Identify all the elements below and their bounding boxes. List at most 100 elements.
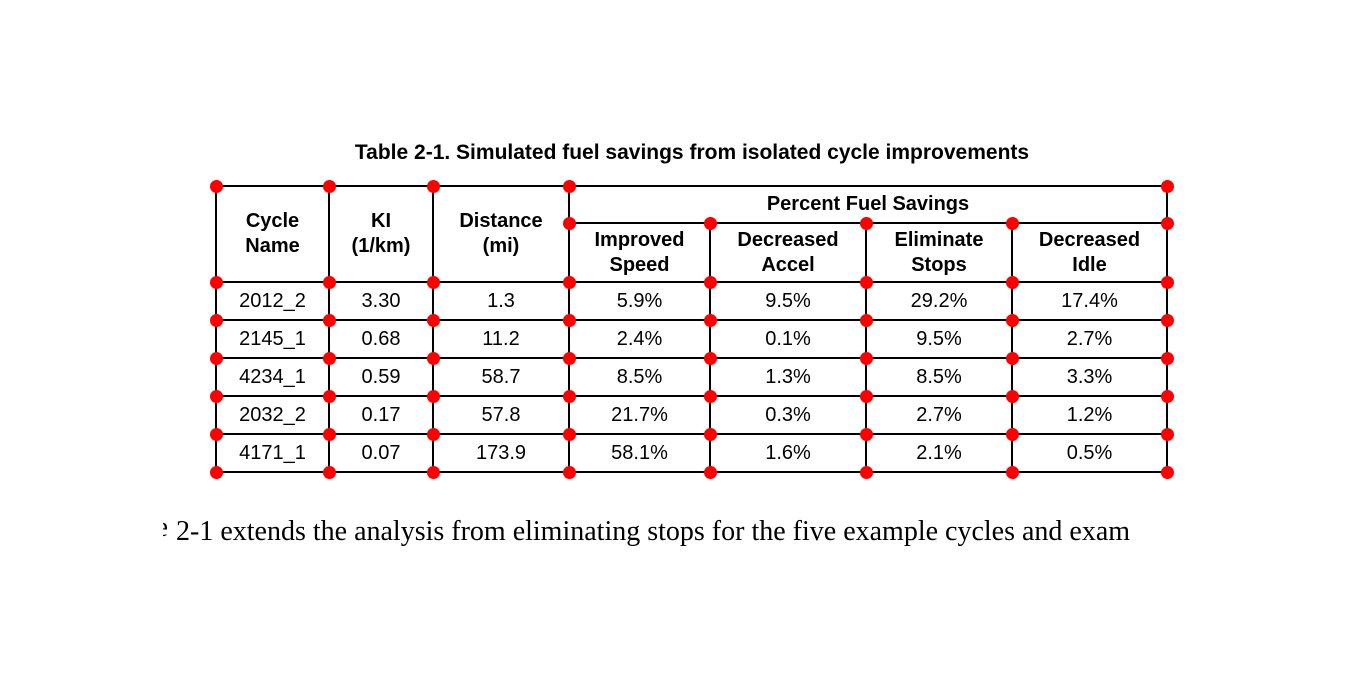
col-header-eliminate-stops: Eliminate Stops: [865, 222, 1013, 283]
col-header-improved-speed: Improved Speed: [568, 222, 711, 283]
grid-intersection-marker: [1160, 427, 1174, 441]
grid-intersection-marker: [562, 389, 576, 403]
table-row: 2145_1 0.68 11.2 2.4% 0.1% 9.5% 2.7%: [215, 319, 1168, 359]
grid-intersection-marker: [322, 179, 336, 193]
table-cell: 8.5%: [568, 357, 711, 397]
grid-intersection-marker: [1160, 275, 1174, 289]
grid-intersection-marker: [209, 465, 223, 479]
table-cell: 4234_1: [215, 357, 330, 397]
table-cell: 0.3%: [709, 395, 867, 435]
table-cell: 8.5%: [865, 357, 1013, 397]
col-header-distance: Distance (mi): [432, 185, 570, 283]
table-cell: 29.2%: [865, 281, 1013, 321]
table-cell: 9.5%: [865, 319, 1013, 359]
grid-intersection-marker: [703, 465, 717, 479]
grid-intersection-marker: [703, 351, 717, 365]
grid-intersection-marker: [703, 389, 717, 403]
grid-intersection-marker: [562, 216, 576, 230]
table-cell: 173.9: [432, 433, 570, 473]
table-cell: 1.2%: [1011, 395, 1168, 435]
grid-intersection-marker: [426, 179, 440, 193]
grid-intersection-marker: [859, 351, 873, 365]
grid-intersection-marker: [562, 427, 576, 441]
grid-intersection-marker: [562, 465, 576, 479]
table-cell: 3.3%: [1011, 357, 1168, 397]
col-header-decreased-idle: Decreased Idle: [1011, 222, 1168, 283]
table-cell: 57.8: [432, 395, 570, 435]
grid-intersection-marker: [562, 179, 576, 193]
table-cell: 2032_2: [215, 395, 330, 435]
table-row: 4171_1 0.07 173.9 58.1% 1.6% 2.1% 0.5%: [215, 433, 1168, 473]
grid-intersection-marker: [1005, 465, 1019, 479]
table-cell: 17.4%: [1011, 281, 1168, 321]
grid-intersection-marker: [322, 275, 336, 289]
table-cell: 11.2: [432, 319, 570, 359]
table-cell: 2145_1: [215, 319, 330, 359]
grid-intersection-marker: [426, 465, 440, 479]
header-row-top: Cycle Name KI (1/km) Distance (mi) Perce…: [215, 185, 1168, 283]
grid-intersection-marker: [209, 389, 223, 403]
grid-intersection-marker: [703, 427, 717, 441]
grid-intersection-marker: [1005, 351, 1019, 365]
grid-intersection-marker: [703, 275, 717, 289]
grid-intersection-marker: [1160, 465, 1174, 479]
grid-intersection-marker: [426, 351, 440, 365]
grid-intersection-marker: [1160, 179, 1174, 193]
grid-intersection-marker: [209, 351, 223, 365]
grid-intersection-marker: [426, 427, 440, 441]
table-cell: 9.5%: [709, 281, 867, 321]
grid-intersection-marker: [1160, 313, 1174, 327]
grid-intersection-marker: [859, 465, 873, 479]
table-cell: 2.1%: [865, 433, 1013, 473]
grid-intersection-marker: [322, 389, 336, 403]
table-row: 2032_2 0.17 57.8 21.7% 0.3% 2.7% 1.2%: [215, 395, 1168, 435]
grid-intersection-marker: [859, 389, 873, 403]
grid-intersection-marker: [703, 313, 717, 327]
grid-intersection-marker: [322, 465, 336, 479]
grid-intersection-marker: [209, 427, 223, 441]
table-cell: 0.59: [328, 357, 434, 397]
grid-intersection-marker: [1160, 216, 1174, 230]
grid-intersection-marker: [859, 216, 873, 230]
table-cell: 58.1%: [568, 433, 711, 473]
grid-intersection-marker: [1005, 216, 1019, 230]
body-paragraph: e 2-1 extends the analysis from eliminati…: [163, 516, 1130, 548]
grid-intersection-marker: [426, 313, 440, 327]
header-row-sub: Improved Speed Decreased Accel Eliminate…: [216, 222, 1168, 283]
grid-intersection-marker: [1005, 427, 1019, 441]
grid-intersection-marker: [426, 389, 440, 403]
table-cell: 5.9%: [568, 281, 711, 321]
table-row: 2012_2 3.30 1.3 5.9% 9.5% 29.2% 17.4%: [215, 281, 1168, 321]
fuel-savings-table: Cycle Name KI (1/km) Distance (mi) Perce…: [215, 185, 1168, 473]
table-cell: 1.6%: [709, 433, 867, 473]
col-header-decreased-accel: Decreased Accel: [709, 222, 867, 283]
grid-intersection-marker: [1160, 351, 1174, 365]
col-header-cycle-name: Cycle Name: [215, 185, 330, 283]
table-cell: 2.7%: [1011, 319, 1168, 359]
grid-intersection-marker: [859, 313, 873, 327]
table-cell: 58.7: [432, 357, 570, 397]
grid-intersection-marker: [1005, 389, 1019, 403]
grid-intersection-marker: [1005, 313, 1019, 327]
table-cell: 1.3%: [709, 357, 867, 397]
grid-intersection-marker: [703, 216, 717, 230]
body-paragraph-text: 2-1 extends the analysis from eliminatin…: [176, 516, 1131, 547]
grid-intersection-marker: [322, 427, 336, 441]
grid-intersection-marker: [426, 275, 440, 289]
grid-intersection-marker: [859, 275, 873, 289]
table-cell: 0.1%: [709, 319, 867, 359]
grid-intersection-marker: [1005, 275, 1019, 289]
grid-intersection-marker: [322, 313, 336, 327]
table-cell: 2012_2: [215, 281, 330, 321]
table-cell: 2.7%: [865, 395, 1013, 435]
table-cell: 21.7%: [568, 395, 711, 435]
table-cell: 0.17: [328, 395, 434, 435]
table-cell: 0.5%: [1011, 433, 1168, 473]
grid-intersection-marker: [1160, 389, 1174, 403]
table-title: Table 2-1. Simulated fuel savings from i…: [354, 141, 1030, 164]
table-cell: 1.3: [432, 281, 570, 321]
table-cell: 2.4%: [568, 319, 711, 359]
grid-intersection-marker: [562, 351, 576, 365]
grid-intersection-marker: [859, 427, 873, 441]
